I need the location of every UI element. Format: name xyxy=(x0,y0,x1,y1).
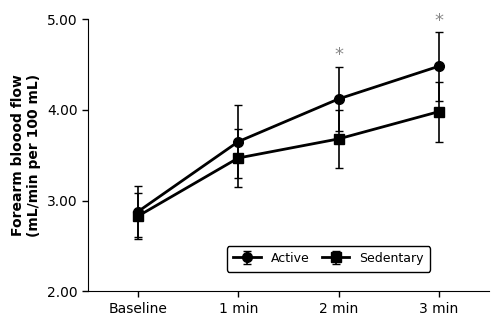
Y-axis label: Forearm bloood flow
(mL/min per 100 mL): Forearm bloood flow (mL/min per 100 mL) xyxy=(11,74,42,237)
Legend: Active, Sedentary: Active, Sedentary xyxy=(227,246,430,272)
Text: *: * xyxy=(334,46,343,64)
Text: *: * xyxy=(434,12,444,30)
